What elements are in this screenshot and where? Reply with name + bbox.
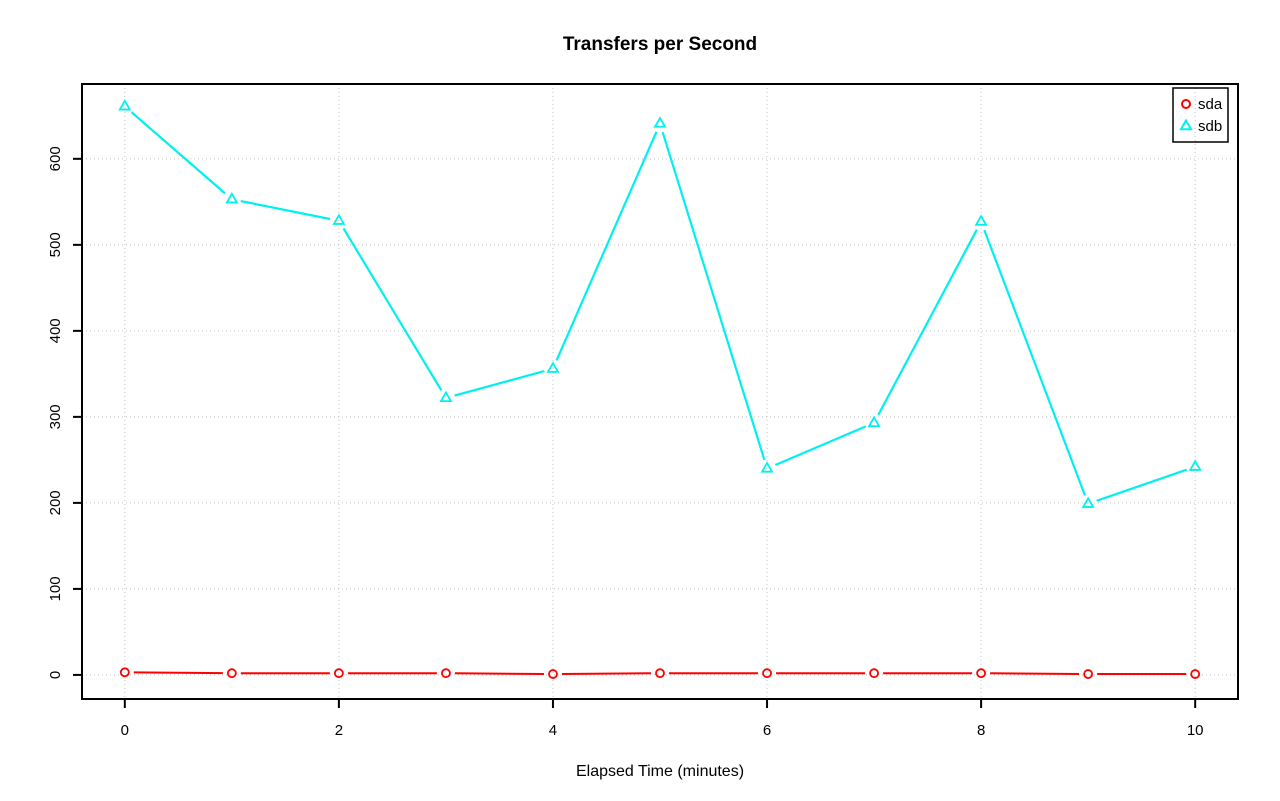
x-tick-label: 8 [977, 722, 985, 739]
legend: sda sdb [1172, 87, 1229, 143]
legend-box [1172, 87, 1229, 143]
y-tick-label: 600 [47, 146, 64, 171]
tick-marks [73, 157, 1197, 708]
y-tick-label: 100 [47, 576, 64, 601]
y-tick-label: 500 [47, 232, 64, 257]
gridlines [82, 84, 1238, 699]
legend-entry-sda: sda [1181, 96, 1223, 113]
x-axis-label: Elapsed Time (minutes) [575, 763, 745, 780]
y-tick-label: 400 [47, 318, 64, 343]
legend-label: sdb [1198, 118, 1222, 135]
x-tick-label: 10 [1187, 722, 1204, 739]
legend-entry-sdb: sdb [1179, 118, 1222, 135]
y-tick-label: 300 [47, 404, 64, 429]
x-tick-label: 2 [335, 722, 343, 739]
series-sdb [118, 99, 1202, 508]
x-tick-label: 4 [549, 722, 557, 739]
legend-label: sda [1198, 96, 1223, 113]
y-tick-label: 200 [47, 490, 64, 515]
chart-title: Transfers per Second [562, 34, 758, 55]
y-tick-label: 0 [47, 671, 64, 679]
x-tick-label: 6 [763, 722, 771, 739]
x-tick-label: 0 [121, 722, 129, 739]
plot-box [81, 83, 1239, 700]
series-sda [119, 667, 1201, 679]
